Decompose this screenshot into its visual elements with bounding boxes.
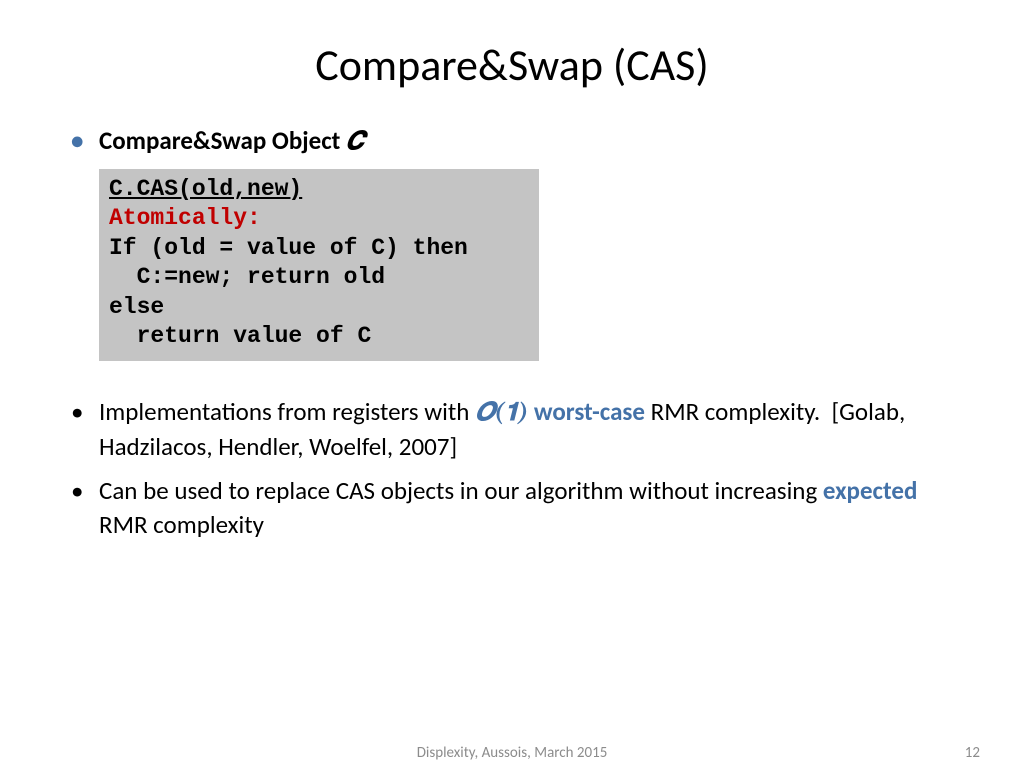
code-line-1: C.CAS(old,new) [109, 175, 529, 204]
bullet-list: Compare&Swap Object 𝑪 C.CAS(old,new) Ato… [65, 124, 959, 541]
b2-t1: Implementations from registers with [99, 396, 475, 427]
code-line-6: return value of C [109, 322, 529, 351]
b3-expected: expected [823, 475, 918, 506]
footer-page-number: 12 [965, 744, 980, 762]
code-line-3: If (old = value of C) then [109, 234, 529, 263]
bullet-implementations: Implementations from registers with 𝑶(𝟏)… [65, 395, 959, 464]
b2-worstcase: worst-case [528, 396, 645, 427]
slide: Compare&Swap (CAS) Compare&Swap Object 𝑪… [0, 0, 1024, 768]
code-line-2: Atomically: [109, 204, 529, 233]
b3-t2: RMR complexity [99, 509, 264, 540]
bullet1-text: Compare&Swap Object [99, 125, 346, 156]
bullet-cas-object: Compare&Swap Object 𝑪 [65, 124, 959, 159]
slide-title: Compare&Swap (CAS) [65, 38, 959, 92]
bullet-replace-cas: Can be used to replace CAS objects in ou… [65, 474, 959, 542]
code-line-5: else [109, 293, 529, 322]
bullet1-mathvar: 𝑪 [346, 127, 364, 156]
b2-bigO: 𝑶(𝟏) [475, 398, 528, 427]
footer-venue: Displexity, Aussois, March 2015 [0, 744, 1024, 762]
b3-t1: Can be used to replace CAS objects in ou… [99, 475, 823, 506]
code-line-4: C:=new; return old [109, 263, 529, 292]
code-block: C.CAS(old,new) Atomically: If (old = val… [99, 169, 539, 362]
